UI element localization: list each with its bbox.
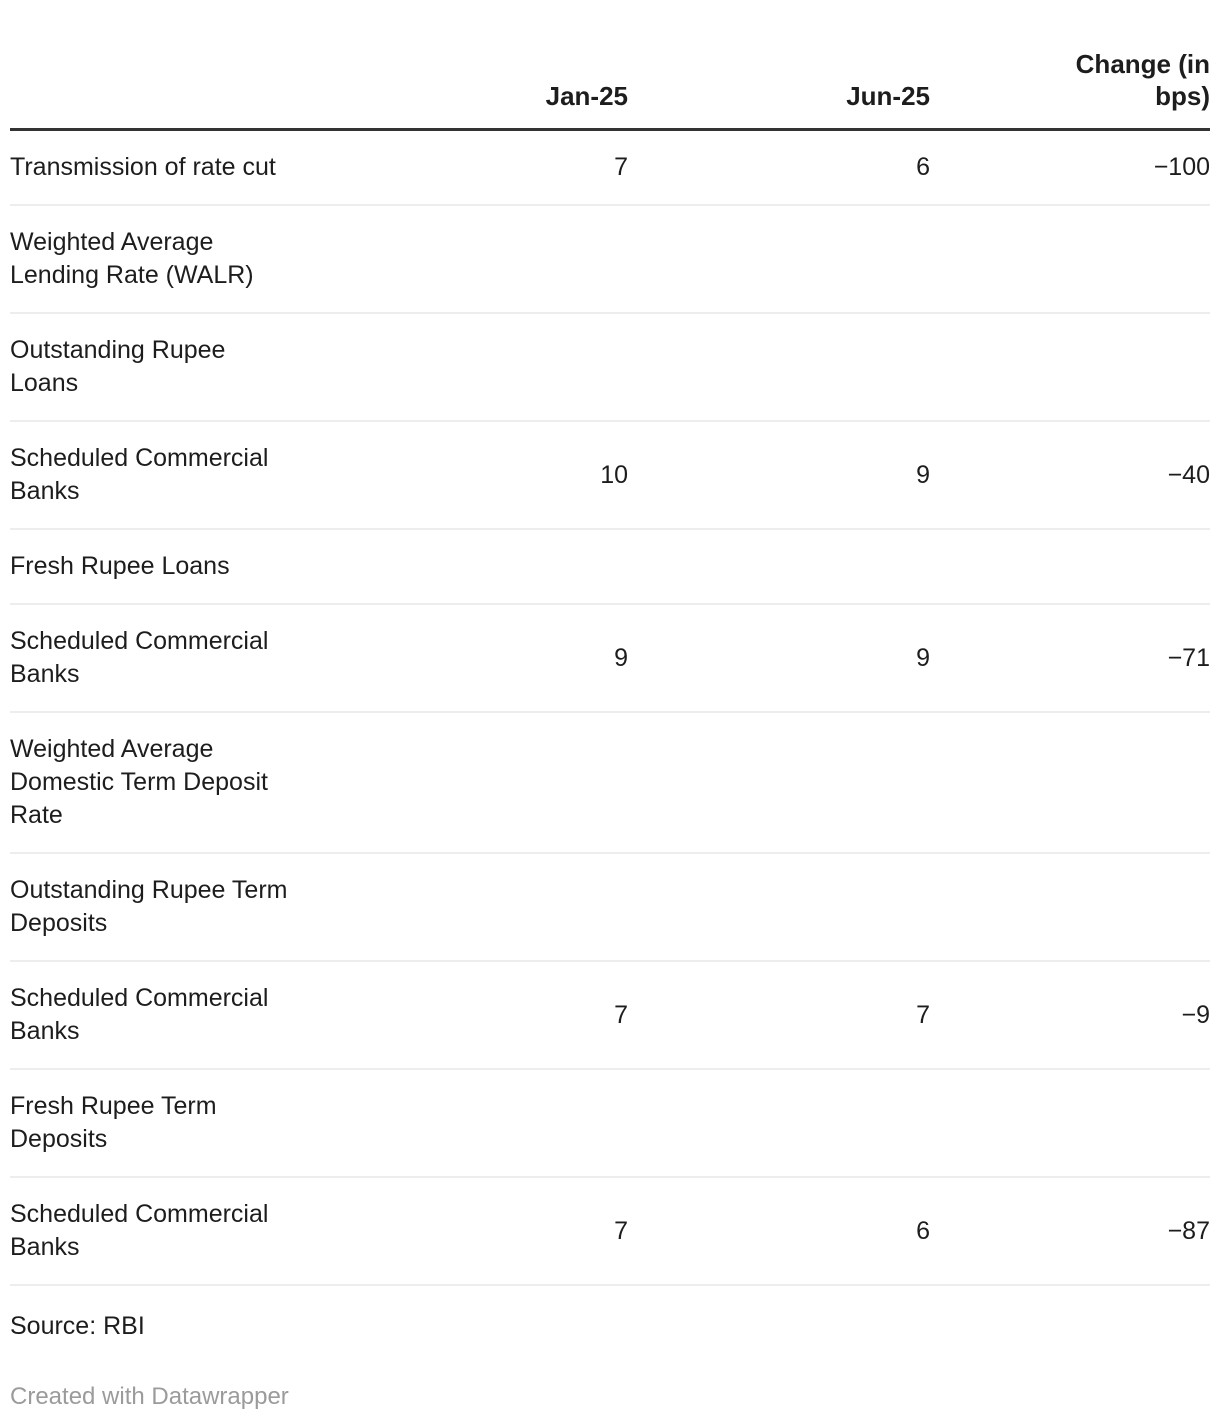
row-label: Weighted Average Domestic Term Deposit R… (10, 712, 340, 854)
cell-jan-25 (340, 712, 628, 854)
cell-change-bps (930, 853, 1210, 962)
table-row: Weighted Average Domestic Term Deposit R… (10, 712, 1210, 854)
row-label: Scheduled Commercial Banks (10, 421, 340, 530)
cell-jan-25: 9 (340, 604, 628, 713)
row-label: Weighted Average Lending Rate (WALR) (10, 205, 340, 314)
cell-change-bps (930, 205, 1210, 314)
rates-table: Jan-25 Jun-25 Change (in bps) Transmissi… (10, 0, 1210, 1286)
row-label: Fresh Rupee Loans (10, 529, 340, 605)
cell-jun-25 (628, 529, 930, 605)
cell-jan-25: 7 (340, 129, 628, 206)
row-label: Outstanding Rupee Term Deposits (10, 853, 340, 962)
cell-jun-25: 9 (628, 421, 930, 530)
header-jun-25: Jun-25 (628, 0, 930, 131)
cell-jan-25: 7 (340, 961, 628, 1070)
table-row: Outstanding Rupee Loans (10, 313, 1210, 422)
cell-change-bps: −87 (930, 1177, 1210, 1286)
table-row: Fresh Rupee Term Deposits (10, 1069, 1210, 1178)
cell-jan-25: 10 (340, 421, 628, 530)
cell-jun-25 (628, 853, 930, 962)
table-header-row: Jan-25 Jun-25 Change (in bps) (10, 0, 1210, 131)
cell-jan-25 (340, 853, 628, 962)
table-row: Scheduled Commercial Banks 7 6 −87 (10, 1177, 1210, 1286)
table-row: Fresh Rupee Loans (10, 529, 1210, 605)
cell-jun-25 (628, 205, 930, 314)
cell-change-bps (930, 1069, 1210, 1178)
cell-change-bps (930, 529, 1210, 605)
cell-change-bps: −40 (930, 421, 1210, 530)
header-jan-25: Jan-25 (340, 0, 628, 131)
cell-jun-25: 6 (628, 1177, 930, 1286)
table-body: Transmission of rate cut 7 6 −100 Weighted A… (10, 129, 1210, 1286)
table-row: Scheduled Commercial Banks 7 7 −9 (10, 961, 1210, 1070)
table-row: Transmission of rate cut 7 6 −100 (10, 129, 1210, 206)
header-empty (10, 0, 340, 131)
row-label: Scheduled Commercial Banks (10, 1177, 340, 1286)
cell-change-bps: −71 (930, 604, 1210, 713)
cell-change-bps (930, 712, 1210, 854)
cell-jan-25 (340, 205, 628, 314)
row-label: Transmission of rate cut (10, 129, 340, 206)
row-label: Scheduled Commercial Banks (10, 961, 340, 1070)
table-row: Outstanding Rupee Term Deposits (10, 853, 1210, 962)
datawrapper-attribution: Created with Datawrapper (10, 1383, 289, 1410)
cell-change-bps: −9 (930, 961, 1210, 1070)
cell-jun-25: 6 (628, 129, 930, 206)
cell-jun-25: 7 (628, 961, 930, 1070)
cell-jun-25 (628, 313, 930, 422)
header-change-bps: Change (in bps) (930, 0, 1210, 131)
table-row: Scheduled Commercial Banks 9 9 −71 (10, 604, 1210, 713)
cell-jun-25 (628, 712, 930, 854)
cell-jan-25: 7 (340, 1177, 628, 1286)
cell-change-bps (930, 313, 1210, 422)
table-row: Scheduled Commercial Banks 10 9 −40 (10, 421, 1210, 530)
cell-jun-25 (628, 1069, 930, 1178)
table-row: Weighted Average Lending Rate (WALR) (10, 205, 1210, 314)
cell-jan-25 (340, 313, 628, 422)
row-label: Fresh Rupee Term Deposits (10, 1069, 340, 1178)
cell-jun-25: 9 (628, 604, 930, 713)
cell-jan-25 (340, 529, 628, 605)
row-label: Outstanding Rupee Loans (10, 313, 340, 422)
cell-jan-25 (340, 1069, 628, 1178)
source-note: Source: RBI (10, 1312, 145, 1340)
cell-change-bps: −100 (930, 129, 1210, 206)
row-label: Scheduled Commercial Banks (10, 604, 340, 713)
